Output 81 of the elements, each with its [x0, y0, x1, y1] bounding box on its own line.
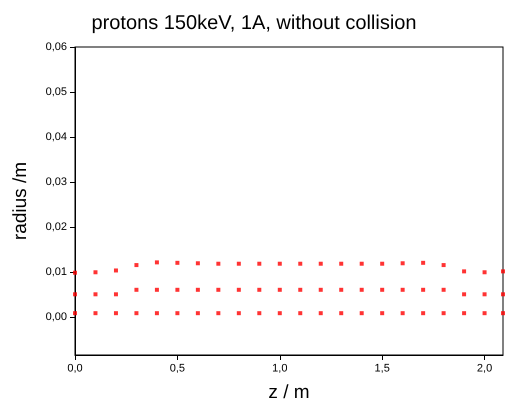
y-tick-label: 0,04: [46, 130, 67, 143]
point: [482, 270, 487, 274]
point: [134, 311, 138, 316]
x-tick-label: 2,0: [476, 362, 492, 374]
point: [93, 311, 98, 316]
x-tick-label: 0,0: [67, 362, 83, 374]
point: [400, 261, 405, 266]
y-tick-label: 0,02: [46, 220, 67, 233]
point: [216, 262, 220, 266]
point: [257, 311, 262, 316]
y-tick-label: 0,00: [46, 310, 67, 323]
chart-title: protons 150keV, 1A, without collision: [91, 12, 417, 34]
point: [114, 311, 118, 316]
point: [278, 288, 282, 292]
point: [196, 288, 200, 292]
point: [93, 292, 98, 296]
point: [154, 288, 159, 292]
point: [73, 270, 77, 275]
point: [196, 261, 200, 266]
point: [114, 292, 118, 296]
y-tick-label: 0,06: [46, 41, 67, 53]
point: [421, 311, 426, 316]
point: [298, 262, 302, 266]
y-tick-label: 0,05: [46, 86, 67, 98]
point: [298, 311, 302, 316]
point: [380, 262, 384, 266]
point: [154, 311, 159, 316]
point: [175, 288, 180, 292]
x-axis-title: z / m: [268, 382, 310, 403]
point: [93, 270, 98, 274]
point: [196, 311, 200, 316]
point: [257, 288, 262, 292]
point: [380, 311, 384, 316]
point: [339, 288, 344, 292]
point: [114, 268, 118, 272]
point: [318, 262, 323, 266]
point: [278, 311, 282, 316]
point: [501, 311, 505, 316]
point: [421, 260, 426, 265]
point: [339, 262, 344, 266]
point: [442, 311, 446, 316]
point: [73, 311, 77, 316]
x-tick-label: 1,5: [374, 362, 390, 374]
point: [501, 292, 505, 296]
point: [442, 288, 446, 292]
point: [236, 311, 241, 316]
y-tick-label: 0,03: [46, 176, 67, 188]
point: [482, 311, 487, 316]
point: [360, 262, 364, 266]
point: [175, 311, 180, 316]
point: [400, 311, 405, 316]
point: [482, 292, 487, 296]
x-tick-label: 1,0: [272, 362, 288, 374]
y-tick-label: 0,01: [46, 266, 67, 278]
point: [400, 288, 405, 292]
point: [236, 262, 241, 266]
point: [216, 311, 220, 316]
point: [421, 288, 426, 292]
point: [134, 263, 138, 268]
point: [257, 262, 262, 266]
point: [318, 288, 323, 292]
point: [462, 269, 466, 274]
point: [501, 269, 505, 274]
point: [462, 311, 466, 316]
point: [298, 288, 302, 292]
point: [360, 311, 364, 316]
point: [360, 288, 364, 292]
point: [339, 311, 344, 316]
point: [216, 288, 220, 292]
point: [442, 263, 446, 268]
y-axis-title: radius /m: [10, 162, 31, 240]
x-tick-label: 0,5: [170, 362, 186, 374]
point: [318, 311, 323, 316]
point: [154, 260, 159, 264]
point: [134, 288, 138, 292]
point: [278, 262, 282, 266]
point: [462, 292, 466, 296]
point: [380, 288, 384, 292]
point: [175, 260, 180, 265]
point: [73, 292, 77, 296]
point: [236, 288, 241, 292]
